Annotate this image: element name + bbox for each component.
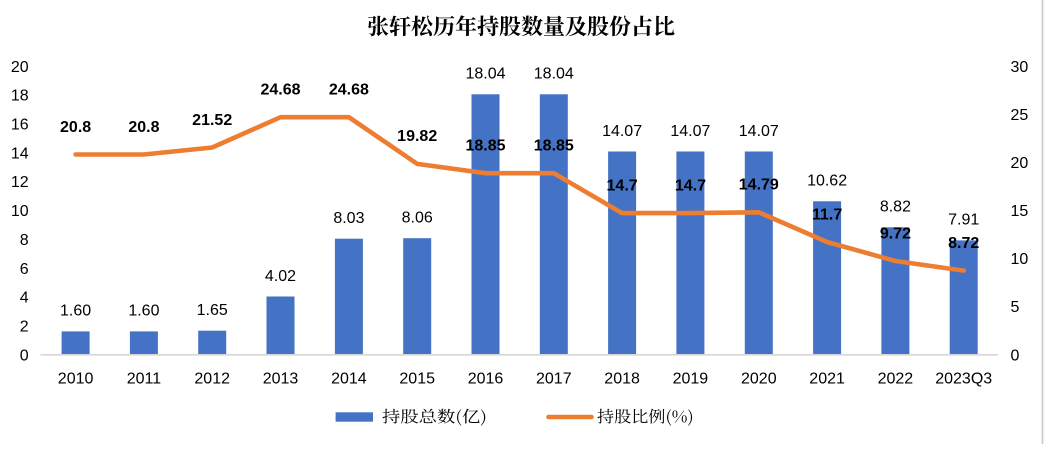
svg-text:25: 25 <box>1011 107 1029 124</box>
svg-text:20: 20 <box>1011 155 1029 172</box>
svg-text:1.60: 1.60 <box>128 303 159 320</box>
svg-text:14.07: 14.07 <box>670 123 710 140</box>
svg-text:12: 12 <box>11 174 29 191</box>
svg-text:10: 10 <box>1011 251 1029 268</box>
svg-text:2: 2 <box>20 318 29 335</box>
svg-text:5: 5 <box>1011 299 1020 316</box>
svg-text:24.68: 24.68 <box>329 82 369 99</box>
svg-text:2020: 2020 <box>741 370 777 387</box>
svg-text:20.8: 20.8 <box>60 119 91 136</box>
svg-text:18.85: 18.85 <box>465 138 505 155</box>
svg-text:8.82: 8.82 <box>880 199 911 216</box>
svg-text:2014: 2014 <box>331 370 367 387</box>
svg-text:14.79: 14.79 <box>739 177 779 194</box>
svg-text:2010: 2010 <box>58 370 94 387</box>
svg-text:2021: 2021 <box>809 370 845 387</box>
svg-text:6: 6 <box>20 261 29 278</box>
svg-text:2023Q3: 2023Q3 <box>935 370 992 387</box>
svg-text:18.04: 18.04 <box>465 66 505 83</box>
svg-text:10.62: 10.62 <box>807 173 847 190</box>
svg-text:2012: 2012 <box>194 370 230 387</box>
svg-text:8.03: 8.03 <box>333 210 364 227</box>
svg-text:1.60: 1.60 <box>60 303 91 320</box>
svg-text:0: 0 <box>1011 347 1020 364</box>
svg-text:9.72: 9.72 <box>880 225 911 242</box>
svg-text:2016: 2016 <box>468 370 504 387</box>
svg-text:18: 18 <box>11 88 29 105</box>
svg-text:8.06: 8.06 <box>402 210 433 227</box>
svg-text:14.07: 14.07 <box>602 123 642 140</box>
svg-text:8.72: 8.72 <box>948 235 979 252</box>
svg-text:11.7: 11.7 <box>812 206 842 223</box>
svg-text:14.7: 14.7 <box>675 177 706 194</box>
svg-text:24.68: 24.68 <box>260 82 300 99</box>
svg-text:14: 14 <box>11 145 29 162</box>
svg-text:4.02: 4.02 <box>265 268 296 285</box>
svg-text:10: 10 <box>11 203 29 220</box>
svg-text:30: 30 <box>1011 59 1029 76</box>
svg-text:14.7: 14.7 <box>607 177 638 194</box>
svg-text:4: 4 <box>20 290 29 307</box>
svg-text:19.82: 19.82 <box>397 128 437 145</box>
svg-text:18.85: 18.85 <box>534 138 574 155</box>
svg-text:7.91: 7.91 <box>948 212 979 229</box>
svg-text:18.04: 18.04 <box>534 66 574 83</box>
svg-text:2011: 2011 <box>127 370 162 387</box>
svg-text:2017: 2017 <box>536 370 572 387</box>
svg-text:16: 16 <box>11 117 29 134</box>
svg-text:20.8: 20.8 <box>128 119 159 136</box>
svg-text:14.07: 14.07 <box>739 123 779 140</box>
svg-text:8: 8 <box>20 232 29 249</box>
svg-text:2022: 2022 <box>878 370 914 387</box>
svg-text:0: 0 <box>20 347 29 364</box>
svg-text:2013: 2013 <box>263 370 299 387</box>
svg-text:15: 15 <box>1011 203 1029 220</box>
svg-text:2019: 2019 <box>673 370 709 387</box>
svg-text:21.52: 21.52 <box>192 112 232 129</box>
svg-text:20: 20 <box>11 59 29 76</box>
svg-text:2015: 2015 <box>399 370 435 387</box>
svg-text:1.65: 1.65 <box>197 302 228 319</box>
svg-text:2018: 2018 <box>604 370 640 387</box>
